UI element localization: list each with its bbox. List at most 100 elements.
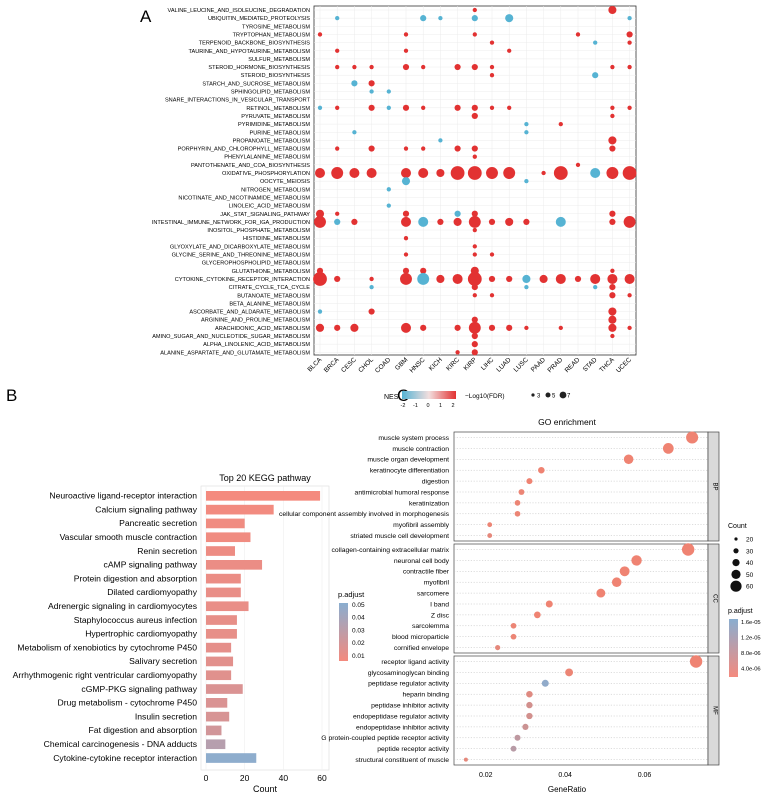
dot-chol-retinol-metabolism <box>368 104 375 111</box>
dot-kirc-alanine-aspartate-and-glutamate-metabolism <box>455 350 460 355</box>
dot-blca-arachidonic-acid-metabolism <box>315 323 325 332</box>
nes-tick: 1 <box>439 403 442 409</box>
dot-thca-ascorbate-and-aldarate-metabolism <box>608 307 617 316</box>
go-term-label: I band <box>430 601 449 608</box>
go-term-label: striated muscle cell development <box>350 533 449 540</box>
nes-tick: 0 <box>426 403 429 409</box>
dot-cesc-purine-metabolism <box>352 130 357 135</box>
dot-kirp-retinol-metabolism <box>471 104 478 111</box>
dot-chol-oxidative-phosphorylation <box>366 168 377 178</box>
dot-kirp-steroid-hormone-biosynthesis <box>471 63 478 71</box>
padj-tick-c: 4.0e-06 <box>741 667 761 673</box>
bar <box>206 615 237 625</box>
facet-strip <box>707 431 720 542</box>
fdr-size-dot <box>559 391 567 399</box>
dot-brca-ubiquitin-mediated-proteolysis <box>335 16 340 21</box>
dot-gbm-retinol-metabolism <box>402 104 410 111</box>
panel-c-xlabel: GeneRatio <box>548 785 587 794</box>
bar <box>206 587 241 598</box>
pathway-label: ASCORBATE_AND_ALDARATE_METABOLISM <box>189 310 310 316</box>
pathway-label: BUTANOATE_METABOLISM <box>237 293 310 299</box>
dot-hnsc-oxidative-phosphorylation <box>418 168 429 178</box>
cancer-label: LUAD <box>495 356 512 373</box>
dot-blca-intestinal-immune-network-for-iga-production <box>314 215 326 228</box>
cancer-label: CESC <box>340 356 358 374</box>
dot-chol-ascorbate-and-aldarate-metabolism <box>368 308 375 315</box>
dot-coad-retinol-metabolism <box>386 105 391 110</box>
go-dot <box>514 500 521 506</box>
cancer-label: KICH <box>428 356 444 372</box>
pathway-label: HISTIDINE_METABOLISM <box>243 236 310 242</box>
pathway-label: RETINOL_METABOLISM <box>246 106 310 112</box>
dot-blca-oxidative-phosphorylation <box>315 168 325 178</box>
facet-strip-label: CC <box>712 594 718 603</box>
dot-cesc-starch-and-sucrose-metabolism <box>351 80 358 87</box>
dot-prad-cytokine-cytokine-receptor-interaction <box>555 273 566 284</box>
padj-tick-c: 1.2e-05 <box>741 636 761 642</box>
dot-gbm-taurine-and-hypotaurine-metabolism <box>403 48 409 53</box>
dot-kich-ubiquitin-mediated-proteolysis <box>438 16 443 21</box>
dot-gbm-intestinal-immune-network-for-iga-production <box>401 216 411 227</box>
go-dot <box>538 466 545 474</box>
dot-kirp-porphyrin-and-chlorophyll-metabolism <box>471 145 478 152</box>
dot-kirp-cytokine-cytokine-receptor-interaction <box>467 272 482 286</box>
go-dot <box>526 701 533 709</box>
go-term-label: muscle system process <box>378 435 449 442</box>
go-dot <box>681 543 695 556</box>
dot-prad-pyrimidine-metabolism <box>558 121 563 127</box>
cancer-label: LIHC <box>480 356 496 372</box>
go-term-label: cellular component assembly involved in … <box>279 511 450 518</box>
pathway-label: ARACHIDONIC_ACID_METABOLISM <box>215 326 310 332</box>
padj-tick-b: 0.05 <box>352 602 365 609</box>
pathway-label: NICOTINATE_AND_NICOTINAMIDE_METABOLISM <box>178 195 310 201</box>
dot-hnsc-arachidonic-acid-metabolism <box>420 324 427 331</box>
bar <box>206 684 243 694</box>
dot-lihc-steroid-biosynthesis <box>489 73 495 78</box>
bar <box>206 629 237 639</box>
pathway-label: OOCYTE_MEIOSIS <box>260 179 310 185</box>
category-label: Vascular smooth muscle contraction <box>60 532 198 542</box>
dot-luad-cytokine-cytokine-receptor-interaction <box>506 275 513 283</box>
dot-paad-oxidative-phosphorylation <box>541 170 546 176</box>
dot-kirp-phenylalanine-metabolism <box>472 154 477 159</box>
dot-prad-oxidative-phosphorylation <box>553 166 568 180</box>
dot-hnsc-glutathione-metabolism <box>420 267 427 274</box>
category-label: Calcium signaling pathway <box>95 504 197 514</box>
dot-cesc-steroid-hormone-biosynthesis <box>352 64 357 70</box>
category-label: Chemical carcinogenesis - DNA adducts <box>44 739 197 749</box>
go-term-label: endopeptidase regulator activity <box>353 713 450 720</box>
nes-tick: -1 <box>413 403 418 409</box>
dot-brca-intestinal-immune-network-for-iga-production <box>334 218 341 225</box>
panel-a-dotplot: VALINE_LEUCINE_AND_ISOLEUCINE_DEGRADATIO… <box>152 5 637 409</box>
go-dot <box>510 745 517 752</box>
go-dot <box>545 600 553 608</box>
dot-brca-taurine-and-hypotaurine-metabolism <box>335 48 340 53</box>
dot-brca-steroid-hormone-biosynthesis <box>335 64 340 70</box>
facet-frame <box>453 543 709 654</box>
bar <box>206 573 241 584</box>
go-dot <box>487 522 493 528</box>
bar <box>206 532 251 543</box>
nes-colorbar <box>402 391 456 399</box>
dot-chol-steroid-hormone-biosynthesis <box>369 64 374 70</box>
dot-brca-arachidonic-acid-metabolism <box>334 324 341 331</box>
go-dot <box>510 622 517 629</box>
count-size-dot <box>732 559 740 567</box>
facet-strip <box>707 655 720 766</box>
cancer-label: HNSC <box>409 356 427 374</box>
dot-kirc-jak-stat-signaling-pathway <box>454 210 461 217</box>
cancer-label: UCEC <box>615 356 633 374</box>
go-dot <box>526 478 533 485</box>
pathway-label: VALINE_LEUCINE_AND_ISOLEUCINE_DEGRADATIO… <box>168 8 310 14</box>
go-term-label: receptor ligand activity <box>381 659 449 666</box>
count-size-dot <box>733 548 739 554</box>
go-term-label: collagen-containing extracellular matrix <box>332 547 450 554</box>
go-term-label: glycosaminoglycan binding <box>368 670 449 677</box>
go-term-label: antimicrobial humoral response <box>355 489 450 496</box>
fdr-size-tick: 3 <box>537 394 541 400</box>
fdr-size-dot <box>545 392 551 398</box>
count-size-dot <box>734 537 738 541</box>
nes-tick: -2 <box>401 403 406 409</box>
panel-c-title: GO enrichment <box>538 417 596 427</box>
dot-thca-oxidative-phosphorylation <box>606 167 619 179</box>
